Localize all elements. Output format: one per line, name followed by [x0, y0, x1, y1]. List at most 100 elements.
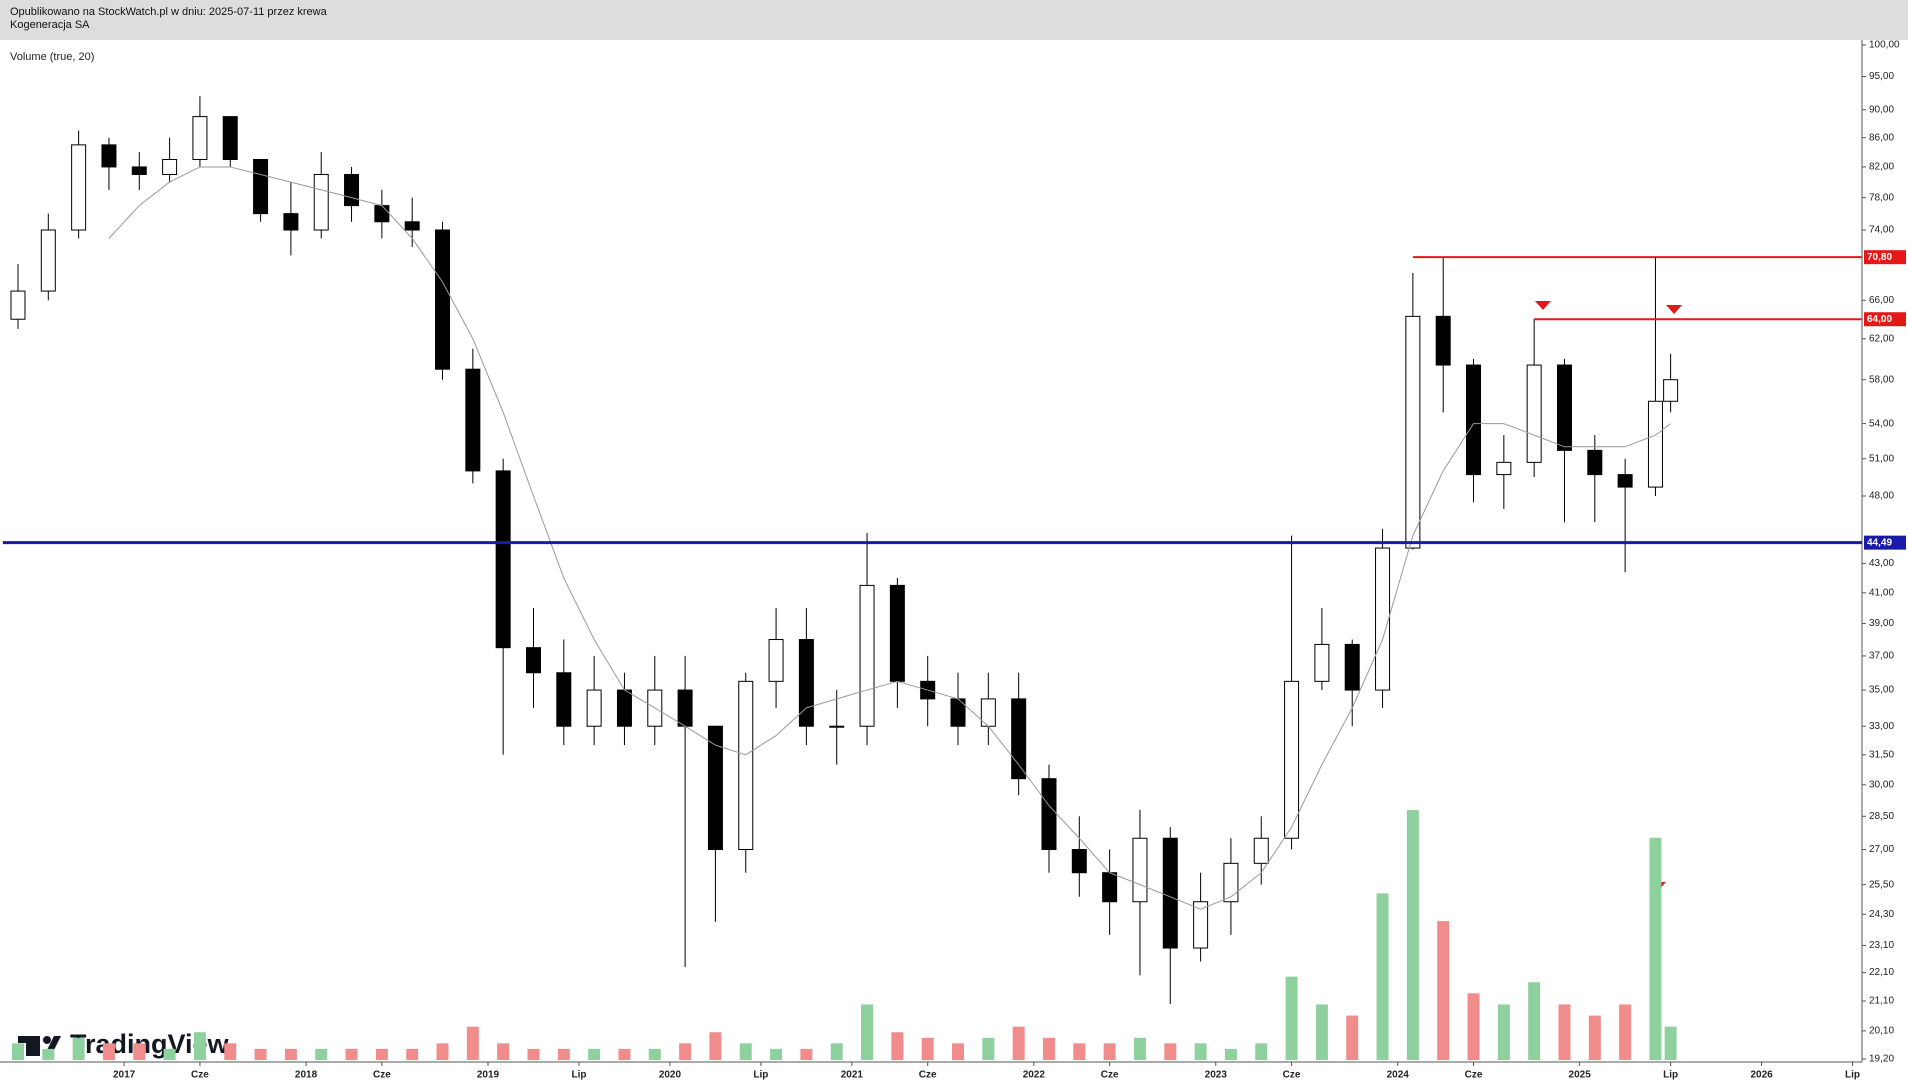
volume-bar: [921, 1037, 934, 1060]
candle-body: [435, 229, 451, 370]
candle-body: [1102, 872, 1118, 903]
volume-bar: [193, 1032, 206, 1060]
published: Opublikowano na StockWatch.pl w dniu: 20…: [10, 6, 327, 18]
volume-bar: [527, 1048, 540, 1060]
volume-bar: [557, 1048, 570, 1060]
candle-body: [1253, 837, 1269, 864]
volume-bar: [11, 1043, 24, 1060]
candle-body: [1556, 364, 1572, 451]
volume-bar: [1528, 982, 1541, 1060]
candle-body: [131, 166, 147, 175]
volume-bar: [1164, 1043, 1177, 1060]
candle-body: [192, 116, 208, 160]
ticker: Kogeneracja SA: [10, 19, 90, 31]
y-tick-label: 27,00: [1869, 844, 1894, 855]
y-tick-label: 82,00: [1869, 162, 1894, 173]
candle-body: [1435, 315, 1451, 366]
candle-body: [344, 173, 360, 207]
volume-bar: [436, 1043, 449, 1060]
candle-body: [40, 229, 56, 292]
y-tick-label: 35,00: [1869, 685, 1894, 696]
candle-body: [1284, 680, 1300, 839]
volume-bar: [1133, 1037, 1146, 1060]
y-tick-label: 86,00: [1869, 132, 1894, 143]
y-tick-label: 66,00: [1869, 295, 1894, 306]
volume-bar: [1103, 1043, 1116, 1060]
volume-bar: [42, 1048, 55, 1060]
y-tick-label: 28,50: [1869, 811, 1894, 822]
y-tick-label: 74,00: [1869, 225, 1894, 236]
volume-bar: [1376, 893, 1389, 1060]
candle-body: [1193, 901, 1209, 949]
candle-body: [738, 680, 754, 851]
candle-body: [1587, 449, 1603, 476]
y-tick-label: 30,00: [1869, 779, 1894, 790]
candle-body: [1071, 849, 1087, 874]
volume-bar: [770, 1048, 783, 1060]
volume-bar: [1437, 921, 1450, 1060]
volume-bar: [406, 1048, 419, 1060]
volume-bar: [1255, 1043, 1268, 1060]
candle-body: [1526, 364, 1542, 463]
y-tick-label: 24,30: [1869, 909, 1894, 920]
x-tick-label: Lip: [753, 1070, 768, 1081]
volume-bar: [830, 1043, 843, 1060]
volume-bar: [315, 1048, 328, 1060]
y-tick-label: 62,00: [1869, 333, 1894, 344]
y-tick-label: 39,00: [1869, 618, 1894, 629]
y-tick-label: 20,10: [1869, 1025, 1894, 1036]
volume-bar: [739, 1043, 752, 1060]
volume-bar: [1664, 1026, 1677, 1060]
x-tick-label: 2020: [659, 1070, 682, 1081]
candle-body: [1466, 364, 1482, 476]
candle-body: [556, 672, 572, 727]
volume-bar: [284, 1048, 297, 1060]
y-tick-label: 95,00: [1869, 71, 1894, 82]
y-tick-label: 31,50: [1869, 749, 1894, 760]
y-tick-label: 21,10: [1869, 996, 1894, 1007]
volume-bar: [648, 1048, 661, 1060]
y-tick-label: 37,00: [1869, 651, 1894, 662]
y-tick-label: 41,00: [1869, 587, 1894, 598]
x-tick-label: 2026: [1750, 1070, 1773, 1081]
y-tick-label: 23,10: [1869, 940, 1894, 951]
volume-bar: [163, 1048, 176, 1060]
header: Opublikowano na StockWatch.pl w dniu: 20…: [0, 0, 1908, 40]
y-tick-label: 54,00: [1869, 418, 1894, 429]
volume-bar: [1558, 1004, 1571, 1060]
volume-bar: [1649, 837, 1662, 1060]
y-tick-label: 48,00: [1869, 491, 1894, 502]
candle-body: [1375, 547, 1391, 691]
candle-body: [829, 725, 845, 728]
candle-body: [465, 368, 481, 472]
candle-body: [1344, 643, 1360, 691]
x-tick-label: 2024: [1387, 1070, 1410, 1081]
moving-average: [108, 166, 1671, 910]
y-tick-label: 22,10: [1869, 967, 1894, 978]
volume-bar: [709, 1032, 722, 1060]
level-tag: [1864, 250, 1906, 265]
candle-body: [1617, 474, 1633, 488]
candle-body: [859, 584, 875, 727]
volume-bar: [952, 1043, 965, 1060]
logo: [18, 1036, 61, 1056]
volume-bar: [861, 1004, 874, 1060]
candle-body: [798, 639, 814, 727]
candle-body: [1132, 837, 1148, 903]
x-tick-label: Cze: [1101, 1070, 1119, 1081]
x-tick-label: Cze: [373, 1070, 391, 1081]
x-tick-label: 2017: [113, 1070, 136, 1081]
volume-bar: [982, 1037, 995, 1060]
x-tick-label: Cze: [1465, 1070, 1483, 1081]
candle-body: [162, 158, 178, 175]
volume-bar: [1497, 1004, 1510, 1060]
volume-bar: [1194, 1043, 1207, 1060]
candle-body: [313, 173, 329, 231]
volume-bar: [375, 1048, 388, 1060]
candle-body: [586, 689, 602, 727]
volume-bar: [1346, 1015, 1359, 1060]
volume-bar: [1467, 993, 1480, 1060]
volume-bar: [588, 1048, 601, 1060]
volume-bar: [1073, 1043, 1086, 1060]
